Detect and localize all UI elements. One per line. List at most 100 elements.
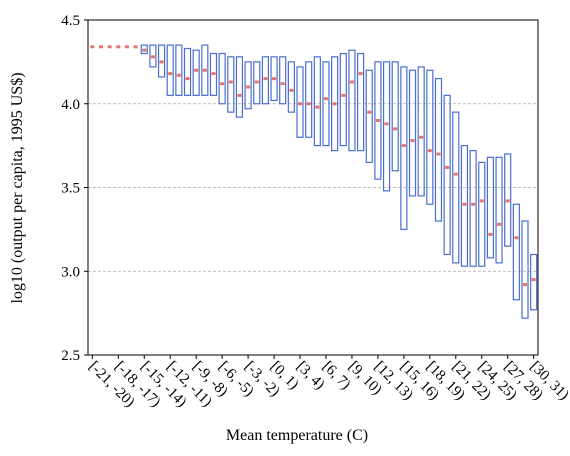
median [90, 45, 95, 49]
median [505, 199, 510, 203]
median [176, 73, 181, 77]
box [365, 69, 373, 163]
median [254, 80, 259, 84]
box [270, 56, 278, 101]
box [235, 56, 244, 118]
y-tick-label: 3.0 [61, 264, 80, 280]
box [521, 220, 529, 319]
median [445, 165, 450, 169]
box [157, 44, 166, 78]
y-tick-label: 4.5 [61, 13, 80, 29]
box [512, 203, 520, 301]
box [253, 61, 261, 105]
x-tick-label: [3, 4) [293, 359, 327, 393]
box [391, 61, 399, 172]
box [469, 150, 477, 267]
box [227, 56, 235, 113]
box [218, 52, 226, 105]
median [523, 283, 528, 287]
median [289, 88, 294, 92]
median [531, 278, 536, 282]
box [209, 52, 218, 96]
box [201, 44, 209, 96]
median [323, 97, 328, 101]
median [142, 48, 147, 52]
box [175, 44, 183, 96]
median [471, 202, 476, 206]
box [348, 49, 356, 152]
box [166, 44, 174, 96]
median [220, 82, 225, 86]
median [298, 102, 303, 106]
median [427, 149, 432, 153]
median [514, 236, 519, 240]
y-tick-label: 2.5 [61, 348, 80, 364]
box [486, 156, 495, 259]
median [341, 93, 346, 97]
box [287, 61, 295, 113]
box [296, 66, 304, 138]
x-tick-label: [6, 7) [319, 359, 353, 393]
median [124, 45, 129, 49]
median [272, 77, 277, 81]
box [356, 52, 365, 152]
median [436, 152, 441, 156]
median [280, 82, 285, 86]
box [322, 61, 330, 147]
box [495, 156, 503, 264]
box [443, 94, 451, 256]
median [401, 144, 406, 148]
median [358, 72, 363, 76]
box [452, 111, 460, 264]
median [246, 85, 251, 89]
median [202, 68, 207, 72]
median [497, 222, 502, 226]
box [261, 56, 270, 105]
median [185, 77, 190, 81]
median [133, 45, 138, 49]
x-axis-title: Mean temperature (C) [226, 427, 368, 444]
median [410, 139, 415, 143]
box [426, 69, 434, 205]
median [263, 77, 268, 81]
box [244, 61, 252, 110]
median [315, 105, 320, 109]
box [305, 61, 313, 138]
median [367, 110, 372, 114]
box [530, 253, 538, 311]
box [374, 61, 382, 180]
median [168, 72, 173, 76]
median [306, 102, 311, 106]
median [98, 45, 103, 49]
median [375, 119, 380, 122]
box [460, 145, 469, 267]
y-tick-label: 3.5 [61, 181, 80, 197]
box [149, 44, 157, 68]
box [400, 66, 408, 230]
median [453, 172, 458, 176]
box [408, 69, 417, 197]
box [478, 161, 486, 267]
y-tick-label: 4.0 [61, 97, 80, 113]
y-axis-title: log10 (output per capita, 1995 US$) [9, 72, 26, 303]
median [419, 135, 424, 139]
median [384, 122, 389, 126]
median [332, 102, 337, 106]
median [107, 45, 112, 49]
box [504, 153, 512, 247]
box [192, 49, 200, 96]
box [279, 56, 287, 105]
median [194, 68, 199, 72]
box [417, 66, 425, 197]
plot-frame [87, 19, 539, 356]
median [237, 93, 242, 97]
median [116, 45, 121, 49]
box [331, 56, 339, 152]
median [462, 202, 467, 206]
median [211, 72, 216, 76]
median [479, 199, 484, 203]
median [393, 127, 398, 131]
median [488, 232, 493, 236]
box [434, 78, 443, 222]
